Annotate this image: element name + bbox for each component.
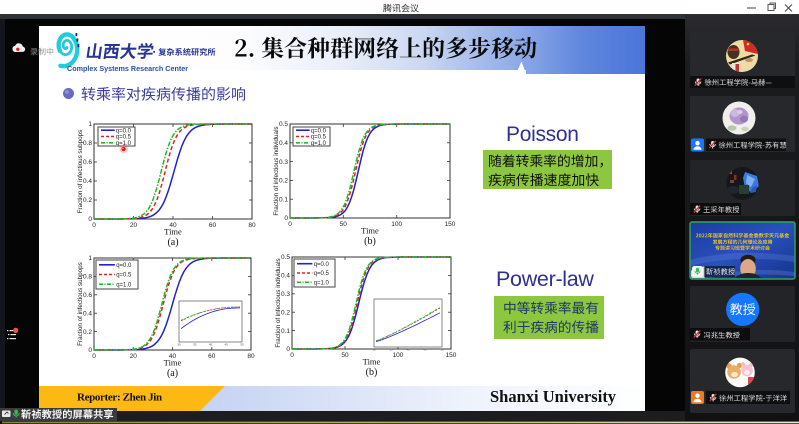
- svg-text:0.2: 0.2: [279, 178, 288, 185]
- svg-text:Power-law: Power-law: [496, 267, 594, 291]
- svg-text:Poisson: Poisson: [506, 123, 579, 146]
- svg-text:(b): (b): [366, 367, 378, 378]
- svg-text:0.5: 0.5: [281, 254, 290, 261]
- svg-text:60: 60: [208, 353, 216, 360]
- svg-text:Complex Systems Research Cente: Complex Systems Research Center: [67, 64, 188, 73]
- svg-text:0: 0: [284, 215, 288, 222]
- svg-text:100: 100: [393, 352, 404, 359]
- svg-text:0: 0: [88, 216, 92, 223]
- svg-text:0: 0: [92, 353, 96, 360]
- svg-text:40: 40: [169, 353, 177, 360]
- svg-text:Time: Time: [363, 357, 381, 367]
- svg-text:Time: Time: [164, 358, 182, 368]
- svg-text:50: 50: [341, 352, 349, 359]
- svg-text:0: 0: [290, 352, 294, 359]
- svg-text:80: 80: [247, 353, 255, 360]
- svg-text:Shanxi University: Shanxi University: [490, 387, 617, 406]
- svg-text:Fraction of infectious subpops: Fraction of infectious subpops: [77, 262, 84, 346]
- svg-text:0: 0: [286, 346, 290, 353]
- svg-text:40: 40: [209, 343, 213, 347]
- svg-text:45: 45: [225, 343, 229, 347]
- svg-text:q=0.5: q=0.5: [314, 271, 330, 277]
- svg-text:0.4: 0.4: [281, 273, 290, 280]
- svg-text:20: 20: [130, 353, 138, 360]
- svg-text:1: 1: [88, 121, 92, 128]
- svg-text:30: 30: [372, 348, 376, 352]
- svg-text:(a): (a): [167, 237, 178, 248]
- svg-text:q=1.0: q=1.0: [116, 282, 132, 288]
- svg-text:150: 150: [445, 221, 456, 228]
- svg-text:35: 35: [389, 348, 393, 352]
- svg-text:40: 40: [169, 222, 177, 229]
- svg-text:0.4: 0.4: [83, 178, 92, 185]
- svg-text:q=0.0: q=0.0: [116, 128, 132, 134]
- svg-text:60: 60: [209, 222, 217, 229]
- svg-text:q=1.0: q=1.0: [116, 141, 132, 147]
- svg-text:50: 50: [340, 221, 348, 228]
- svg-text:q=0.0: q=0.0: [116, 263, 132, 269]
- svg-text:1: 1: [88, 255, 92, 262]
- svg-text:Reporter: Zhen Jin: Reporter: Zhen Jin: [77, 392, 162, 404]
- svg-text:(b): (b): [364, 236, 376, 247]
- svg-text:0.6: 0.6: [83, 159, 92, 166]
- svg-text:0.1: 0.1: [279, 196, 288, 203]
- svg-text:0.2: 0.2: [83, 329, 92, 336]
- svg-text:0: 0: [88, 347, 92, 354]
- svg-text:30: 30: [177, 343, 181, 347]
- svg-text:Fraction of infectious individ: Fraction of infectious individuals: [273, 126, 280, 215]
- svg-text:Time: Time: [164, 227, 182, 237]
- svg-text:45: 45: [423, 348, 427, 352]
- svg-text:q=0.5: q=0.5: [311, 135, 327, 141]
- svg-text:100: 100: [391, 221, 402, 228]
- svg-text:0.1: 0.1: [281, 328, 290, 335]
- svg-text:150: 150: [446, 352, 457, 359]
- svg-text:q=1.0: q=1.0: [314, 281, 330, 287]
- svg-text:0: 0: [92, 222, 96, 229]
- svg-text:0.4: 0.4: [279, 140, 288, 147]
- svg-text:Fraction of infectious subpops: Fraction of infectious subpops: [77, 130, 84, 214]
- svg-text:80: 80: [248, 222, 256, 229]
- svg-text:q=0.5: q=0.5: [116, 273, 132, 279]
- svg-text:40: 40: [406, 348, 410, 352]
- svg-text:Fraction of infectious individ: Fraction of infectious individuals: [275, 258, 282, 347]
- svg-text:0.4: 0.4: [83, 310, 92, 317]
- svg-text:0.3: 0.3: [281, 291, 290, 298]
- svg-text:q=1.0: q=1.0: [311, 141, 327, 147]
- svg-text:(a): (a): [167, 368, 178, 379]
- svg-text:0.5: 0.5: [279, 121, 288, 128]
- svg-text:q=0.5: q=0.5: [116, 135, 132, 141]
- svg-text:0.2: 0.2: [83, 197, 92, 204]
- svg-text:q=0.0: q=0.0: [311, 128, 327, 134]
- svg-text:0.2: 0.2: [281, 309, 290, 316]
- svg-text:0.8: 0.8: [83, 140, 92, 147]
- svg-text:35: 35: [193, 343, 197, 347]
- svg-text:q=0.0: q=0.0: [314, 262, 330, 268]
- svg-text:Time: Time: [361, 226, 379, 236]
- svg-text:0.6: 0.6: [83, 292, 92, 299]
- svg-text:0.8: 0.8: [83, 274, 92, 281]
- svg-text:20: 20: [130, 222, 138, 229]
- svg-text:0: 0: [288, 221, 292, 228]
- svg-text:50: 50: [240, 343, 244, 347]
- svg-text:0.3: 0.3: [279, 159, 288, 166]
- svg-text:50: 50: [440, 348, 444, 352]
